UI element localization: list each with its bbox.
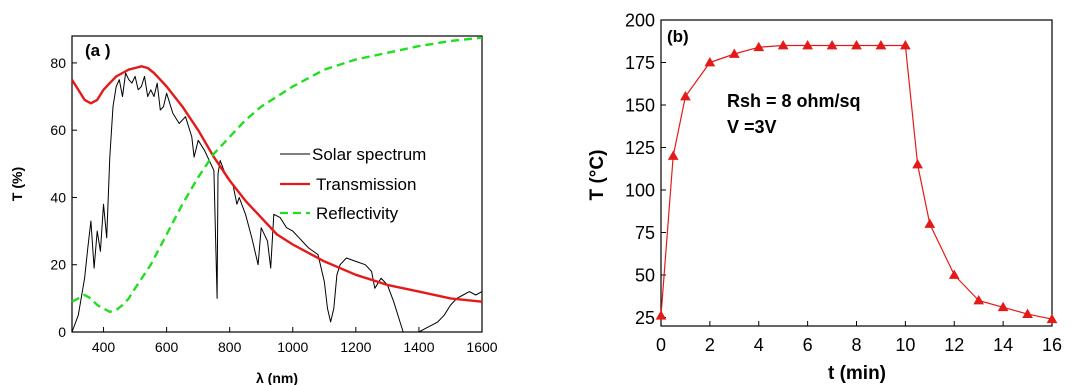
- data-point-marker: [851, 39, 862, 50]
- y-tick-label: 200: [625, 10, 655, 30]
- y-tick-label: 0: [58, 324, 66, 340]
- y-axis-title-a: T (%): [9, 167, 25, 201]
- panel-label-b: (b): [667, 27, 689, 46]
- data-point-marker: [1046, 313, 1058, 324]
- y-tick-label: 125: [625, 138, 655, 158]
- x-tick-label: 0: [656, 335, 666, 355]
- data-point-marker: [900, 39, 911, 50]
- axis-ticks-b: 0 2 4 6 8 10 12 14 16 25 50 75 100 125 150 175 200: [625, 10, 1062, 355]
- series-line-solar-spectrum: [71, 72, 483, 333]
- plot-frame-b: [660, 19, 1053, 327]
- series-line-reflectivity: [71, 36, 483, 313]
- y-tick-label: 25: [635, 308, 655, 328]
- chart-panel-b: 0 2 4 6 8 10 12 14 16 25 50 75 100 125 150 175 200 (b) R…: [587, 10, 1062, 384]
- legend-label-reflectivity: Reflectivity: [316, 204, 399, 223]
- y-tick-label: 100: [625, 180, 655, 200]
- y-tick-label: 40: [50, 189, 66, 205]
- data-point-marker: [704, 56, 716, 67]
- data-point-marker: [997, 301, 1009, 312]
- series-line-transmission: [70, 65, 483, 303]
- y-axis-title-b: T (°C): [587, 150, 608, 201]
- x-axis-title-b: t (min): [828, 363, 886, 384]
- y-tick-label: 150: [625, 95, 655, 115]
- x-tick-label: 1000: [277, 339, 308, 355]
- x-tick-label: 400: [92, 339, 116, 355]
- x-tick-label: 4: [754, 335, 764, 355]
- y-tick-label: 75: [635, 223, 655, 243]
- y-tick-label: 60: [50, 122, 66, 138]
- x-tick-label: 14: [993, 335, 1013, 355]
- y-tick-label: 80: [50, 55, 66, 71]
- data-point-marker: [680, 90, 691, 101]
- data-point-marker: [826, 39, 838, 50]
- legend-label-solar: Solar spectrum: [312, 145, 426, 164]
- x-axis-title-a: λ (nm): [256, 370, 298, 385]
- annotation-voltage: V =3V: [727, 117, 777, 137]
- x-tick-label: 12: [944, 335, 964, 355]
- y-tick-label: 175: [625, 53, 655, 73]
- plot-frame-a: [71, 35, 483, 333]
- data-point-marker: [728, 48, 740, 58]
- x-tick-label: 10: [895, 335, 915, 355]
- x-tick-label: 1400: [403, 339, 434, 355]
- data-point-marker: [667, 150, 679, 160]
- series-line-b-0: [660, 44, 1053, 320]
- panel-label-a: (a ): [85, 41, 111, 60]
- data-point-marker: [912, 158, 923, 169]
- y-tick-label: 50: [635, 265, 655, 285]
- axis-ticks-a: 400 600 800 1000 1200 1400 1600 0 20 40 60 80: [50, 55, 497, 355]
- x-tick-label: 8: [851, 335, 861, 355]
- x-tick-label: 800: [218, 339, 242, 355]
- legend-a: Solar spectrum Transmission Reflectivity: [280, 145, 426, 223]
- series-layer-a: [70, 36, 483, 333]
- data-point-marker: [1022, 308, 1033, 318]
- x-tick-label: 6: [803, 335, 813, 355]
- data-point-marker: [973, 294, 985, 305]
- series-layer-b: [655, 39, 1058, 324]
- data-point-marker: [924, 218, 936, 228]
- data-point-marker: [875, 39, 887, 50]
- x-tick-label: 1600: [466, 339, 497, 355]
- y-tick-label: 20: [50, 257, 66, 273]
- data-point-marker: [777, 39, 789, 50]
- data-point-marker: [753, 41, 765, 52]
- data-point-marker: [802, 39, 813, 50]
- x-tick-label: 2: [705, 335, 715, 355]
- x-tick-label: 16: [1042, 335, 1062, 355]
- data-point-marker: [948, 269, 960, 279]
- x-tick-label: 600: [155, 339, 179, 355]
- annotation-rsh: Rsh = 8 ohm/sq: [727, 91, 861, 111]
- x-tick-label: 1200: [340, 339, 371, 355]
- legend-label-transmission: Transmission: [316, 175, 416, 194]
- data-point-marker: [655, 310, 667, 320]
